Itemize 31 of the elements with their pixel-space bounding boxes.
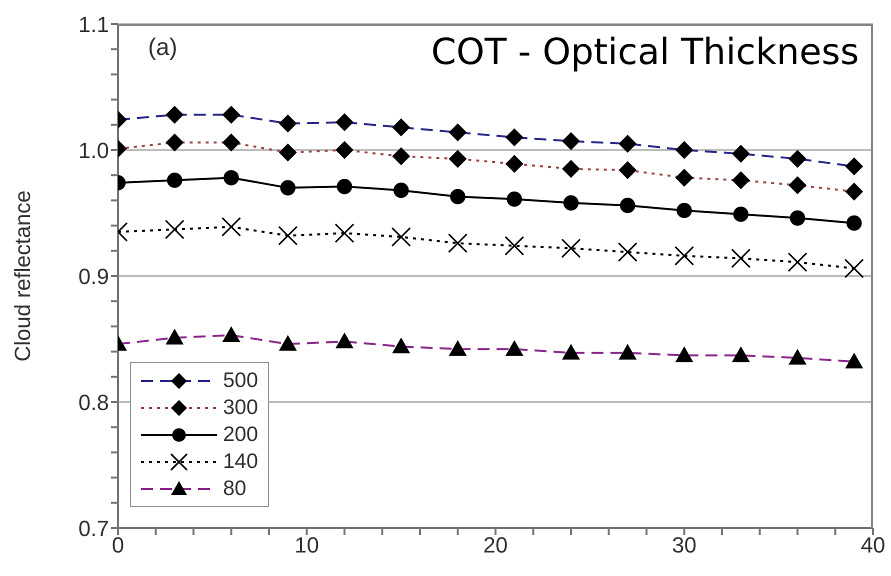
y-tick-label: 1.1 (78, 12, 109, 37)
annotation: (a) (148, 34, 178, 62)
point (506, 191, 522, 207)
x-tick-label: 0 (112, 532, 124, 558)
point (450, 188, 466, 204)
point (224, 170, 239, 186)
legend-label: 300 (223, 396, 258, 420)
point (393, 182, 409, 198)
x-tick-label: 40 (860, 532, 886, 558)
point (733, 206, 749, 222)
point (166, 172, 182, 188)
y-tick-label: 0.7 (78, 516, 109, 541)
x-tick-label: 30 (672, 532, 696, 558)
y-tick-label: 0.9 (78, 264, 109, 289)
y-tick-label: 0.8 (78, 390, 109, 415)
y-axis-title: Cloud reflectance (10, 190, 35, 362)
point (620, 198, 636, 214)
legend-label: 80 (223, 476, 246, 500)
point (790, 210, 806, 226)
point (563, 195, 579, 211)
point (676, 202, 692, 218)
chart-title: COT - Optical Thickness (431, 32, 859, 73)
point (280, 180, 296, 196)
x-tick-label: 10 (294, 532, 319, 558)
legend-label: 140 (223, 450, 258, 474)
y-tick-label: 1.0 (78, 138, 109, 163)
x-tick-label: 20 (483, 532, 508, 558)
point (846, 215, 862, 231)
legend-label: 200 (223, 422, 258, 446)
legend-label: 500 (223, 368, 258, 392)
point (336, 178, 352, 194)
